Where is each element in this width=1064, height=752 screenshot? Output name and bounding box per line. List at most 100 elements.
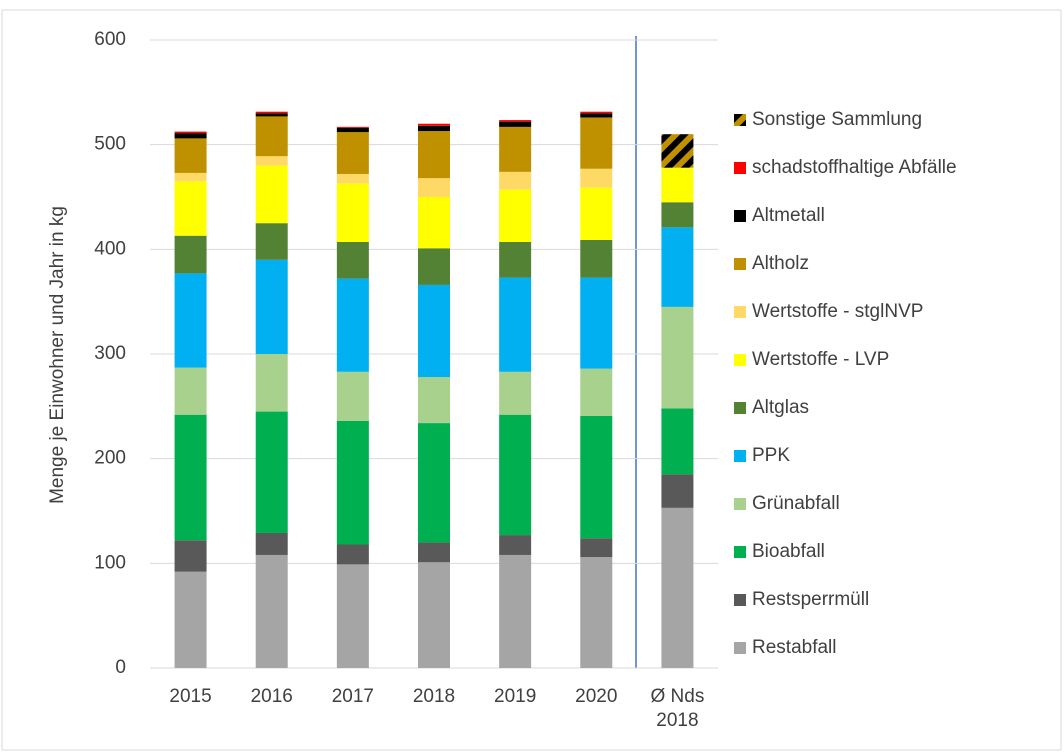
bar-segment xyxy=(661,306,694,409)
bar-segment xyxy=(255,554,288,668)
legend-swatch xyxy=(734,258,746,270)
bar-segment xyxy=(174,131,207,134)
x-tick-label: 2015 xyxy=(169,686,212,707)
legend-swatch xyxy=(734,162,746,174)
legend-label: Altholz xyxy=(752,253,809,274)
bar-segment xyxy=(418,542,450,563)
bar-segment xyxy=(336,420,369,545)
bar-segment xyxy=(661,507,694,668)
y-tick-label: 500 xyxy=(94,134,126,155)
legend-label: Altmetall xyxy=(752,205,825,226)
bar-segment xyxy=(336,173,369,184)
legend-label: Restsperrmüll xyxy=(752,589,869,610)
legend-label: PPK xyxy=(752,445,790,466)
bar-segment xyxy=(418,123,450,126)
bar-segment xyxy=(499,414,532,536)
bar-segment xyxy=(255,111,288,114)
bar-segment xyxy=(174,133,207,139)
legend-swatch xyxy=(734,546,746,558)
bar-segment xyxy=(255,259,288,354)
legend-label: schadstoffhaltige Abfälle xyxy=(752,157,957,178)
bar-segment xyxy=(174,273,207,368)
bar-segment xyxy=(580,538,613,558)
legend-label: Bioabfall xyxy=(752,541,825,562)
bar-segment xyxy=(661,134,694,168)
bar-segment xyxy=(418,125,450,132)
legend-label: Altglas xyxy=(752,397,809,418)
bar-segment xyxy=(499,535,532,555)
bar-segment xyxy=(580,368,613,416)
bar-segment xyxy=(336,564,369,668)
bar-segment xyxy=(580,277,613,369)
bar-segment xyxy=(174,181,207,236)
bar-segment xyxy=(174,571,207,668)
legend-swatch xyxy=(734,114,746,126)
x-tick-label: 2019 xyxy=(494,686,537,707)
legend-label: Restabfall xyxy=(752,637,837,658)
bar-segment xyxy=(418,562,450,668)
bar-segment xyxy=(336,126,369,128)
bar-segment xyxy=(336,242,369,279)
y-tick-label: 200 xyxy=(94,448,126,469)
bar-segment xyxy=(580,187,613,240)
y-tick-label: 600 xyxy=(94,29,126,50)
bar-segment xyxy=(174,540,207,572)
y-tick-label: 100 xyxy=(94,552,126,573)
legend-swatch xyxy=(734,498,746,510)
bar-segment xyxy=(255,165,288,224)
legend-swatch xyxy=(734,354,746,366)
bar-segment xyxy=(336,544,369,565)
chart-border xyxy=(1,9,1062,751)
bar-segment xyxy=(661,227,694,307)
bar-segment xyxy=(580,557,613,668)
bar-segment xyxy=(580,111,613,114)
x-tick-label: 2020 xyxy=(575,686,618,707)
bar-segment xyxy=(661,408,694,475)
bar-segment xyxy=(499,277,532,372)
bar-segment xyxy=(255,116,288,157)
bar-segment xyxy=(580,239,613,278)
legend-label: Grünabfall xyxy=(752,493,840,514)
bar-segment xyxy=(336,278,369,372)
bar-segment xyxy=(336,183,369,243)
bar-segment xyxy=(255,223,288,260)
x-tick-label: 2016 xyxy=(250,686,293,707)
bar-segment xyxy=(174,138,207,173)
y-tick-label: 0 xyxy=(115,657,126,678)
legend-swatch xyxy=(734,594,746,606)
bar-segment xyxy=(661,474,694,508)
bar-segment xyxy=(661,202,694,228)
legend-swatch xyxy=(734,306,746,318)
bar-segment xyxy=(661,167,694,203)
bar-segment xyxy=(418,131,450,179)
y-axis-label: Menge je Einwohner und Jahr in kg xyxy=(47,206,68,504)
bar-segment xyxy=(418,197,450,249)
bar-segment xyxy=(499,126,532,172)
bar-segment xyxy=(255,532,288,555)
x-tick-label: 2018 xyxy=(412,686,456,707)
bar-segment xyxy=(418,178,450,197)
bar-segment xyxy=(336,132,369,174)
y-tick-label: 300 xyxy=(94,343,126,364)
legend-label: Wertstoffe - stglNVP xyxy=(752,301,923,322)
bar-segment xyxy=(499,554,532,668)
bar-segment xyxy=(255,354,288,412)
x-tick-label: Ø Nds 2018 xyxy=(650,686,705,731)
bar-segment xyxy=(418,248,450,285)
bar-segment xyxy=(580,415,613,539)
y-tick-label: 400 xyxy=(94,238,126,259)
bar-segment xyxy=(174,235,207,274)
bar-segment xyxy=(255,113,288,117)
bar-segment xyxy=(174,414,207,541)
bar-segment xyxy=(336,371,369,421)
bar-segment xyxy=(580,117,613,169)
legend-label: Sonstige Sammlung xyxy=(752,109,922,130)
bar-segment xyxy=(418,377,450,424)
x-tick-label: 2017 xyxy=(331,686,374,707)
bar-segment xyxy=(580,113,613,118)
bar-segment xyxy=(174,367,207,415)
bar-segment xyxy=(418,423,450,543)
bar-segment xyxy=(580,168,613,188)
